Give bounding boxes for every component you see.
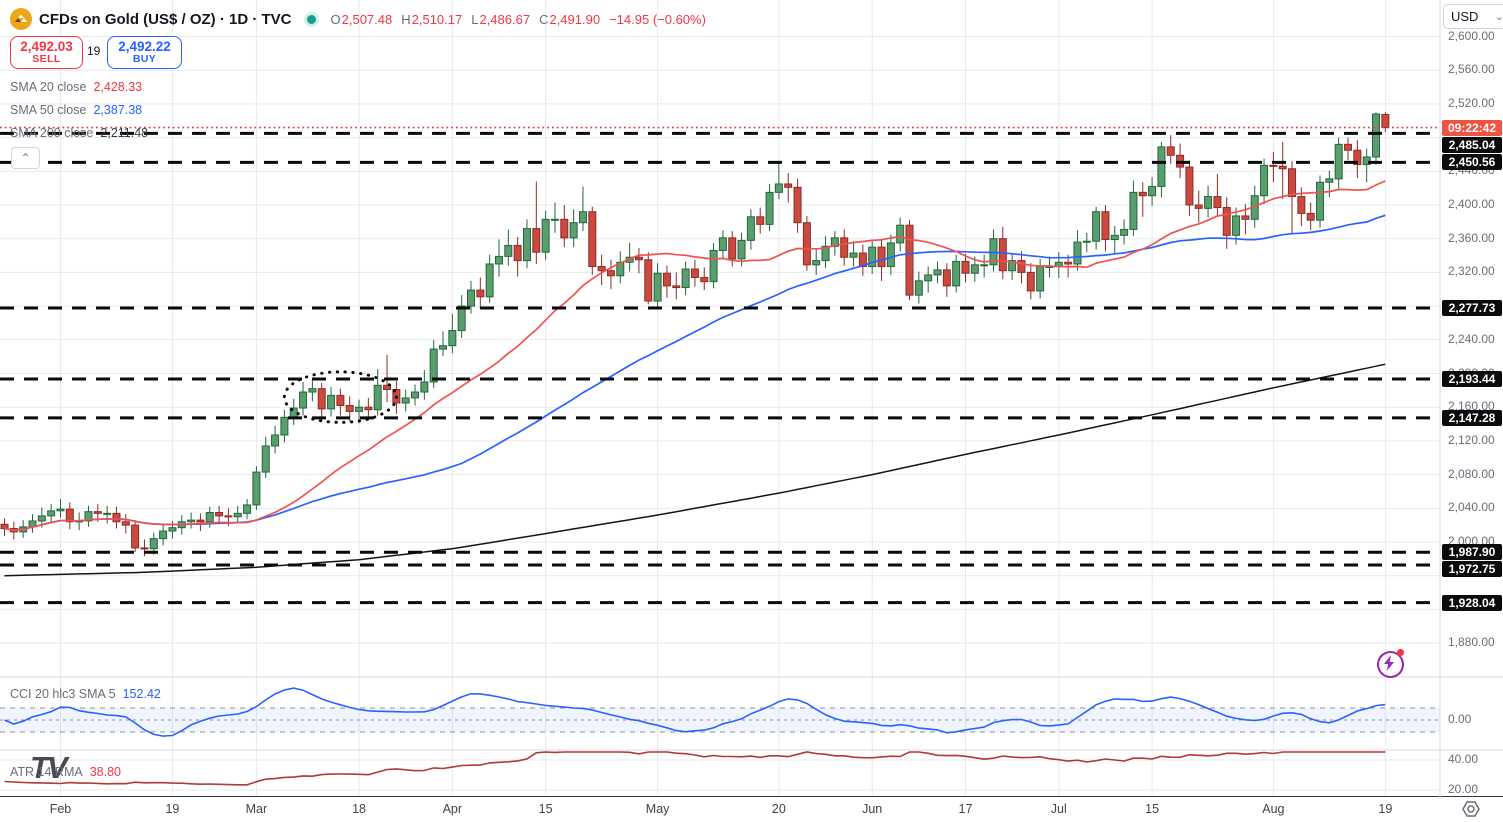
price-tick-label: 2,360.00 — [1448, 230, 1495, 245]
price-tick-label: 2,560.00 — [1448, 62, 1495, 77]
sma20-value: 2,428.33 — [93, 80, 143, 94]
indicator-legend-sma20[interactable]: SMA 20 close 2,428.33 — [10, 79, 142, 95]
level-price-label: 1,987.90 — [1442, 544, 1502, 561]
atr-value: 38.80 — [89, 765, 121, 779]
chevron-down-icon: ⌄ — [1494, 11, 1503, 23]
ohlc-values: O 2,507.48 H 2,510.17 L 2,486.67 C 2,491.90 … — [331, 12, 706, 27]
symbol-legend-row: CFDs on Gold (US$ / OZ) · 1D · TVC O 2,50… — [10, 7, 706, 31]
level-price-label: 2,450.56 — [1442, 154, 1502, 171]
level-price-label: 2,147.28 — [1442, 409, 1502, 426]
time-tick-label: Jul — [1050, 802, 1067, 816]
time-tick-label: 18 — [352, 802, 366, 816]
chevron-up-icon: ⌃ — [20, 151, 31, 165]
currency-dropdown[interactable]: USD ⌄ — [1443, 4, 1503, 29]
sell-label: SELL — [32, 53, 61, 66]
time-tick-label: 19 — [165, 802, 180, 816]
cci-label: CCI 20 hlc3 SMA 5 — [10, 687, 116, 701]
atr-label: ATR 14 RMA — [10, 765, 83, 779]
gold-symbol-icon — [10, 8, 32, 30]
sma20-label: SMA 20 close — [10, 80, 87, 94]
price-tick-label: 2,040.00 — [1448, 500, 1495, 515]
indicator-legend-cci[interactable]: CCI 20 hlc3 SMA 5 152.42 — [10, 687, 161, 701]
sma50-value: 2,387.38 — [93, 103, 143, 117]
buy-price: 2,492.22 — [118, 38, 171, 54]
change-value: −14.95 (−0.60%) — [609, 11, 706, 27]
open-value: 2,507.48 — [341, 11, 393, 27]
level-price-label: 2,193.44 — [1442, 371, 1502, 388]
notification-dot — [1397, 649, 1404, 656]
sma200-label: SMA 200 close — [10, 126, 94, 140]
currency-value: USD — [1451, 9, 1479, 24]
close-value: 2,491.90 — [549, 11, 601, 27]
price-tick-label: 2,400.00 — [1448, 197, 1495, 211]
price-tick-label: 2,160.00 — [1448, 399, 1495, 414]
level-price-label: 2,277.73 — [1442, 300, 1502, 316]
time-tick-label: Mar — [245, 802, 268, 816]
time-tick-label: 17 — [958, 802, 973, 816]
close-label: C — [539, 11, 549, 27]
time-tick-label: 20 — [771, 802, 786, 816]
time-tick-label: Aug — [1262, 802, 1285, 816]
level-price-label: 1,928.04 — [1442, 594, 1502, 611]
tradingview-watermark: TV — [30, 750, 68, 785]
pane-settings-hexagon-icon[interactable] — [1461, 800, 1481, 818]
low-value: 2,486.67 — [479, 11, 531, 27]
low-label: L — [471, 11, 479, 27]
indicator-legend-sma200[interactable]: SMA 200 close 2,211.48 — [10, 125, 148, 141]
sell-button[interactable]: 2,492.03 SELL — [10, 36, 83, 69]
price-tick-label: 2,520.00 — [1448, 95, 1495, 110]
level-price-label: 1,972.75 — [1442, 561, 1502, 578]
buy-label: BUY — [132, 53, 157, 66]
cci-axis-label: 0.00 — [1448, 712, 1472, 726]
price-tick-label: 2,240.00 — [1448, 331, 1495, 346]
lightning-bolt — [1384, 655, 1394, 671]
cci-value: 152.42 — [122, 687, 161, 701]
time-tick-label: 19 — [1378, 802, 1393, 816]
price-tick-label: 2,320.00 — [1448, 264, 1495, 279]
time-tick-label: 15 — [1145, 802, 1160, 816]
high-value: 2,510.17 — [411, 11, 463, 27]
price-tick-label: 2,080.00 — [1448, 466, 1495, 481]
sell-price: 2,492.03 — [20, 38, 73, 54]
sma200-value: 2,211.48 — [100, 126, 149, 140]
market-status-dot[interactable] — [306, 14, 316, 24]
countdown-label: 09:22:42 — [1442, 119, 1502, 136]
level-price-label: 2,485.04 — [1442, 136, 1502, 153]
time-tick-label: Jun — [862, 802, 883, 816]
sma50-label: SMA 50 close — [10, 103, 87, 117]
legend-collapse-button[interactable]: ⌃ — [11, 147, 40, 169]
atr-axis-label: 40.00 — [1448, 752, 1479, 766]
time-tick-label: Feb — [49, 802, 72, 816]
time-axis[interactable]: Feb 19 Mar 18 Apr 15 May 20 Jun 17 Jul 15 Aug 19 — [0, 797, 1503, 822]
price-tick-label: 1,880.00 — [1448, 635, 1495, 650]
buy-button[interactable]: 2,492.22 BUY — [107, 36, 182, 69]
boost-lightning-icon[interactable] — [1372, 646, 1409, 683]
open-label: O — [330, 11, 341, 27]
price-tick-label: 2,120.00 — [1448, 432, 1495, 447]
indicator-legend-sma50[interactable]: SMA 50 close 2,387.38 — [10, 102, 142, 118]
atr-axis-label: 20.00 — [1448, 782, 1479, 796]
time-tick-label: 15 — [538, 802, 553, 816]
symbol-title[interactable]: CFDs on Gold (US$ / OZ) · 1D · TVC — [39, 10, 292, 28]
price-axis[interactable]: USD ⌄ 2,600.00 2,560.00 2,520.00 2,440.00 2,… — [1441, 0, 1503, 797]
spread-value: 19 — [87, 44, 101, 58]
indicator-legend-atr[interactable]: ATR 14 RMA 38.80 — [10, 765, 121, 779]
time-tick-label: Apr — [442, 802, 463, 816]
high-label: H — [401, 11, 411, 27]
price-tick-label: 2,600.00 — [1448, 28, 1495, 43]
time-tick-label: May — [645, 802, 670, 816]
